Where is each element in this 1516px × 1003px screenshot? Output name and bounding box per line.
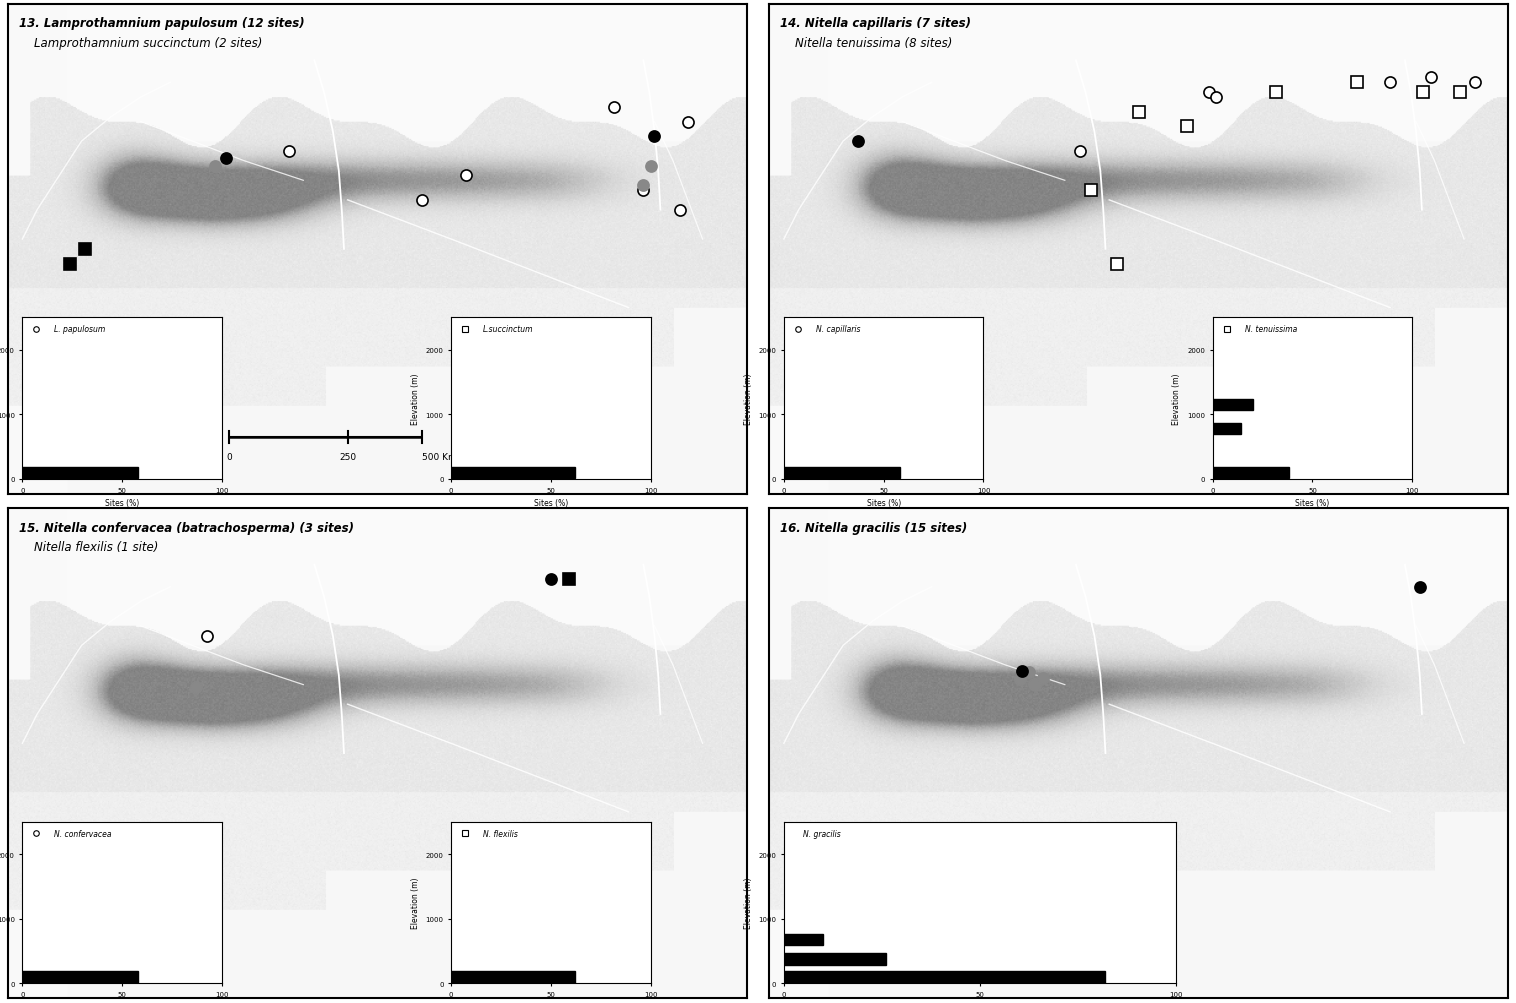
- Text: 16. Nitella gracilis (15 sites): 16. Nitella gracilis (15 sites): [781, 522, 967, 534]
- Text: 0: 0: [226, 452, 232, 461]
- Text: 250: 250: [340, 452, 356, 461]
- Text: 13. Lamprothamnium papulosum (12 sites): 13. Lamprothamnium papulosum (12 sites): [18, 17, 305, 30]
- Text: 14. Nitella capillaris (7 sites): 14. Nitella capillaris (7 sites): [781, 17, 972, 30]
- Text: Nitella tenuissima (8 sites): Nitella tenuissima (8 sites): [781, 37, 952, 50]
- Text: 500 Km: 500 Km: [421, 452, 456, 461]
- Text: Lamprothamnium succinctum (2 sites): Lamprothamnium succinctum (2 sites): [18, 37, 262, 50]
- Text: 15. Nitella confervacea (batrachosperma) (3 sites): 15. Nitella confervacea (batrachosperma)…: [18, 522, 353, 534]
- Text: Nitella flexilis (1 site): Nitella flexilis (1 site): [18, 541, 158, 554]
